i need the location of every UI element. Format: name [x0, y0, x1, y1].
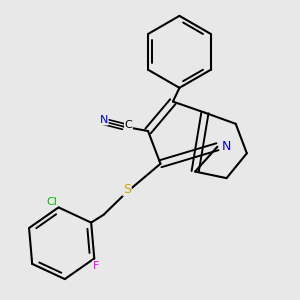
Text: N: N: [100, 115, 108, 125]
Text: N: N: [222, 140, 231, 153]
Text: S: S: [123, 183, 131, 196]
Text: C: C: [124, 120, 132, 130]
Text: Cl: Cl: [46, 196, 57, 206]
Text: F: F: [93, 261, 99, 271]
